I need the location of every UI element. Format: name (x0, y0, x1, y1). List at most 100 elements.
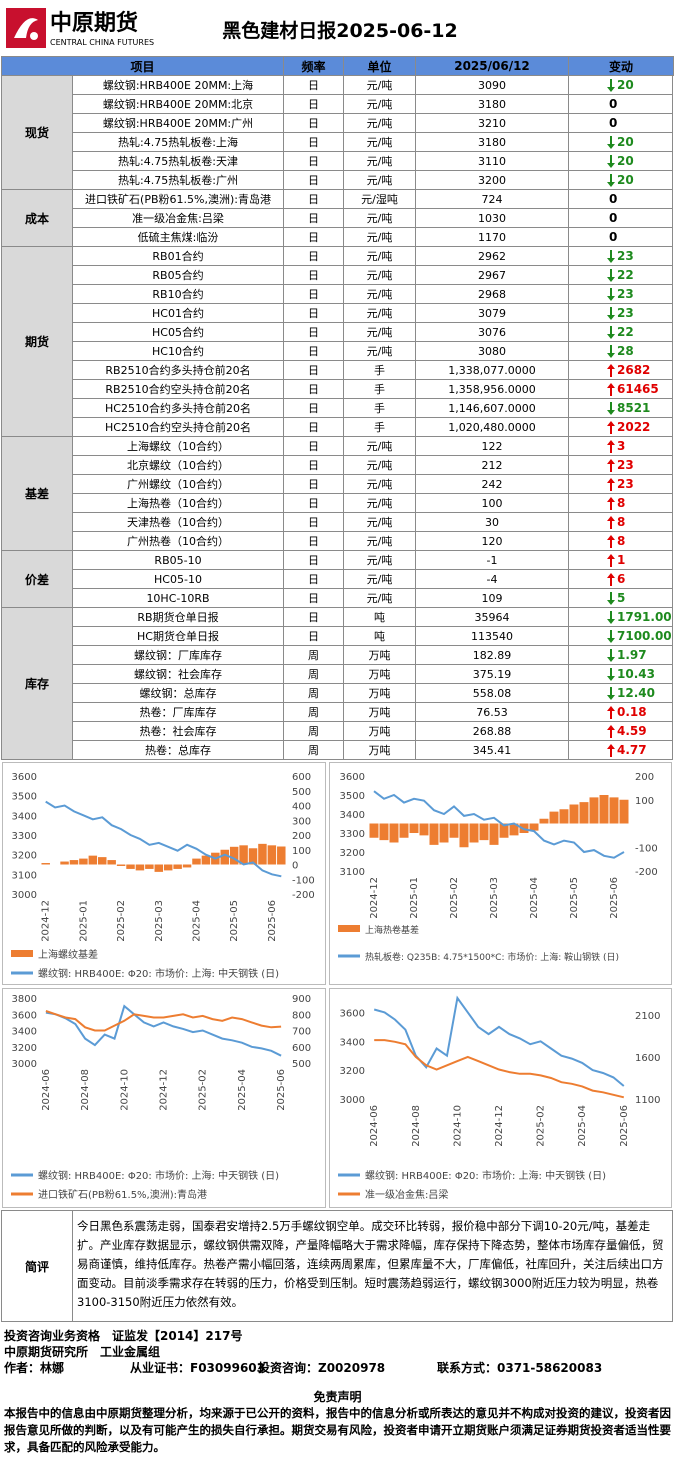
x-tick-label: 2024-10 (119, 1069, 130, 1111)
arrow-up (607, 496, 615, 510)
cell-freq: 日 (283, 417, 344, 437)
x-tick-label: 2024-12 (159, 1069, 170, 1111)
arrow-down (607, 173, 615, 187)
y-tick-label: 3200 (12, 1043, 37, 1054)
cell-unit: 元/吨 (343, 132, 416, 152)
legend-label: 螺纹钢: HRB400E: Φ20: 市场价: 上海: 中天钢铁 (日) (38, 967, 279, 980)
cell-freq: 日 (283, 379, 344, 399)
arrow-down (607, 591, 615, 605)
cell-freq: 日 (283, 569, 344, 589)
bar (126, 864, 135, 869)
cell-unit: 元/吨 (343, 341, 416, 361)
cell-item: 螺纹钢:HRB400E 20MM:广州 (72, 113, 284, 133)
arrow-shape (607, 629, 615, 643)
change-value: 20 (617, 173, 634, 187)
change-value: 0 (609, 230, 618, 244)
x-tick-label: 2025-04 (529, 877, 540, 919)
cell-item: HC05-10 (72, 569, 284, 589)
cell-unit: 元/吨 (343, 246, 416, 266)
change-cell: 20 (568, 151, 673, 171)
cell-unit: 万吨 (343, 702, 416, 722)
cell-unit: 手 (343, 379, 416, 399)
cell-item: 螺纹钢：厂库库存 (72, 645, 284, 665)
cell-item: 广州螺纹（10合约） (72, 474, 284, 494)
x-tick-label: 2025-04 (237, 1069, 248, 1111)
y-tick-label: 100 (292, 846, 311, 857)
cell-item: 螺纹钢：社会库存 (72, 664, 284, 684)
arrow-shape (607, 401, 615, 415)
cell-freq: 日 (283, 493, 344, 513)
change-value: 20 (617, 135, 634, 149)
arrow-down (607, 249, 615, 263)
y-tick-label: 3500 (340, 791, 365, 802)
change-cell: 2022 (568, 417, 673, 437)
cell-freq: 日 (283, 588, 344, 608)
arrow-shape (607, 363, 615, 377)
arrow-down (607, 325, 615, 339)
group-cell: 成本 (1, 189, 73, 247)
change-cell: 23 (568, 474, 673, 494)
y-tick-label: 3800 (12, 994, 37, 1005)
bar (569, 804, 579, 824)
arrow-up (607, 724, 615, 738)
y-tick-label: 400 (292, 802, 311, 813)
change-cell: 20 (568, 75, 673, 95)
change-cell: 23 (568, 303, 673, 323)
certificate: 从业证书：F03099603 (130, 1360, 265, 1375)
arrow-shape (607, 724, 615, 738)
bar (88, 855, 98, 865)
cell-freq: 日 (283, 512, 344, 532)
bar (399, 823, 409, 838)
cell-item: RB05合约 (72, 265, 284, 285)
y-tick-label: -100 (635, 843, 658, 854)
arrow-up (607, 363, 615, 377)
arrow-down (607, 629, 615, 643)
bar (469, 823, 479, 843)
bar (239, 845, 248, 865)
change-cell: 61465 (568, 379, 673, 399)
y-tick-label: 0 (292, 861, 298, 872)
contact: 联系方式：0371-58620083 (437, 1360, 603, 1375)
change-cell: 8 (568, 531, 673, 551)
arrow-shape (607, 344, 615, 358)
bar (439, 823, 449, 843)
line (373, 790, 625, 859)
cell-freq: 周 (283, 721, 344, 741)
change-cell: 0 (568, 94, 673, 114)
cell-item: RB05-10 (72, 550, 284, 570)
change-value: 5 (617, 591, 626, 605)
cell-unit: 吨 (343, 626, 416, 646)
change-value: 12.40 (617, 686, 655, 700)
cell-item: HC01合约 (72, 303, 284, 323)
y-tick-label: 3000 (340, 1095, 365, 1106)
arrow-shape (607, 420, 615, 434)
arrow-down (607, 154, 615, 168)
y-tick-label: 3200 (340, 848, 365, 859)
y-tick-label: 3400 (12, 1027, 37, 1038)
arrow-down (607, 344, 615, 358)
change-value: 1791.00 (617, 610, 672, 624)
cell-item: 热卷：厂库库存 (72, 702, 284, 722)
comment-text: 今日黑色系震荡走弱，国泰君安增持2.5万手螺纹钢空单。成交环比转弱，报价稳中部分… (72, 1210, 673, 1322)
arrow-shape (607, 306, 615, 320)
y-tick-label: 3000 (12, 1059, 37, 1070)
cell-freq: 日 (283, 550, 344, 570)
cell-value: 3090 (415, 75, 569, 95)
change-value: 20 (617, 78, 634, 92)
change-value: 0 (609, 192, 618, 206)
cell-value: 2968 (415, 284, 569, 304)
bar (107, 860, 116, 865)
bar (145, 864, 154, 869)
arrow-shape (607, 325, 615, 339)
y-tick-label: 3100 (340, 867, 365, 878)
y-tick-label: 500 (292, 1059, 311, 1070)
bar (509, 823, 519, 836)
disclaimer-text: 本报告中的信息由中原期货整理分析，均来源于已公开的资料，报告中的信息分析或所表达… (4, 1406, 671, 1454)
x-tick-label: 2025-03 (489, 877, 500, 919)
cell-freq: 日 (283, 398, 344, 418)
cell-unit: 万吨 (343, 740, 416, 760)
cell-freq: 日 (283, 474, 344, 494)
legend-swatch (11, 950, 33, 957)
cell-item: 10HC-10RB (72, 588, 284, 608)
